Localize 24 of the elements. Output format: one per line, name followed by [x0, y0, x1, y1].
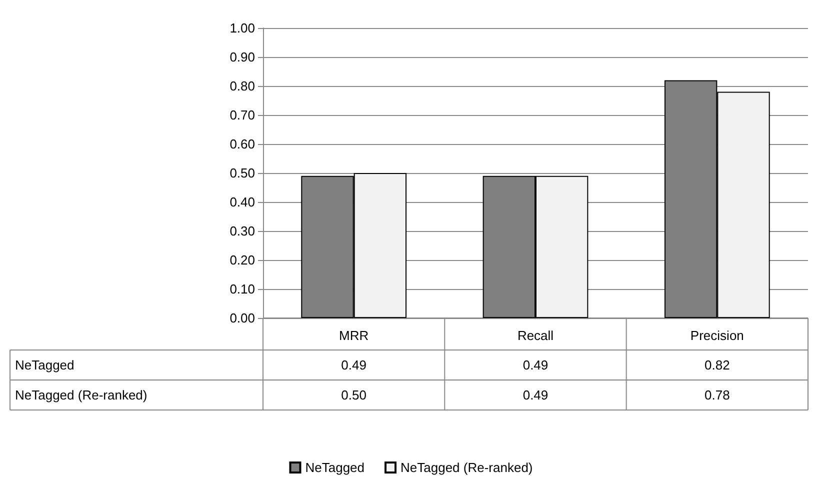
y-tick-label: 0.50: [230, 166, 255, 180]
data-label: 0.50: [341, 388, 366, 402]
data-label: 0.49: [522, 388, 548, 402]
y-tick-label: 0.40: [230, 194, 255, 210]
y-tick-label: 0.90: [230, 50, 255, 64]
y-tick-label: 0.00: [230, 310, 255, 326]
x-tick-label: MRR: [339, 328, 369, 343]
y-tick-label: 0.30: [230, 224, 255, 238]
data-label: 0.49: [341, 358, 366, 372]
data-label: 0.82: [704, 358, 730, 372]
x-tick-label: Recall: [517, 328, 554, 343]
y-tick-label: 0.10: [230, 282, 255, 296]
y-tick-label: 0.60: [230, 136, 255, 152]
legend-label: NeTagged (Re-ranked): [400, 460, 533, 475]
x-tick-label: Precision: [690, 328, 744, 343]
text: NeTagged: [15, 358, 74, 372]
data-label: 0.78: [704, 388, 730, 402]
y-tick-label: 0.80: [230, 78, 255, 94]
legend-label: NeTagged: [305, 460, 365, 475]
text: NeTagged (Re-ranked): [15, 388, 148, 402]
y-tick-label: 1.00: [230, 20, 255, 36]
y-tick-label: 0.70: [230, 108, 255, 122]
data-label: 0.49: [522, 358, 548, 372]
y-tick-label: 0.20: [230, 252, 255, 268]
